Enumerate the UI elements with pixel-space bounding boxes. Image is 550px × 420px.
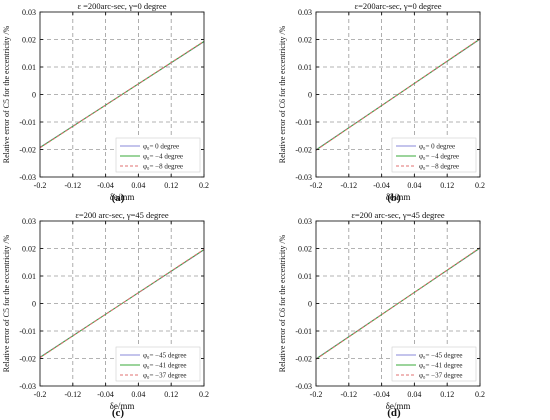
y-tick-label: -0.02: [19, 146, 36, 155]
y-tick-label: -0.03: [295, 382, 312, 391]
legend: φ₀= 0 degree φ₀= −4 degree φ₀= −8 degree: [391, 137, 477, 173]
x-tick-label: 0.04: [407, 390, 421, 399]
x-axis-label: δe/mm: [386, 401, 411, 411]
x-tick-label: -0.2: [310, 390, 323, 399]
y-tick-label: 0.03: [22, 8, 36, 17]
legend-label: φ₀= 0 degree: [143, 143, 179, 151]
legend-label: φ₀= −8 degree: [419, 163, 459, 171]
chart-title: ε=200arc-sec, γ=0 degree: [355, 1, 442, 11]
y-tick-label: -0.03: [19, 173, 36, 182]
x-tick-label: 0.12: [164, 181, 178, 190]
x-axis-label: δe/mm: [386, 192, 411, 202]
panel-b: -0.2 -0.12 -0.04 0.04 0.12 0.2 -0.03 -0.02 -0.01…: [278, 1, 485, 204]
x-tick-label: -0.12: [340, 181, 357, 190]
x-tick-label: 0.04: [131, 181, 145, 190]
y-axis-label: Relative error of C6 for the eccentricit…: [278, 25, 287, 163]
x-tick-label: -0.04: [373, 390, 390, 399]
y-tick-label: -0.03: [19, 382, 36, 391]
panel-d: -0.2 -0.12 -0.04 0.04 0.12 0.2 -0.03 -0.02 -0.01…: [278, 210, 485, 419]
x-tick-label: 0.12: [164, 390, 178, 399]
y-tick-label: -0.02: [295, 355, 312, 364]
series-line-8-degree: [315, 38, 481, 151]
x-tick-label: 0.2: [475, 390, 485, 399]
series-line-8-degree: [39, 40, 205, 149]
x-tick-label: -0.2: [34, 390, 47, 399]
y-tick-label: 0: [308, 300, 312, 309]
y-tick-label: 0.02: [22, 245, 36, 254]
chart-title: ε=200 arc-sec, γ=45 degree: [75, 210, 169, 220]
series-line-37-degree: [315, 247, 481, 360]
x-tick-label: -0.12: [64, 181, 81, 190]
y-tick-label: 0.01: [22, 63, 36, 72]
legend-label: φ₀= −45 degree: [143, 352, 187, 360]
x-tick-label: 0.2: [475, 181, 485, 190]
legend-label: φ₀= −4 degree: [419, 153, 459, 161]
y-tick-label: 0: [308, 91, 312, 100]
y-axis-label: Relative error of C5 for the eccentricit…: [2, 234, 11, 372]
y-axis-label: Relative error of C6 for the eccentricit…: [278, 234, 287, 372]
x-tick-label: -0.2: [34, 181, 47, 190]
y-tick-label: 0.01: [298, 63, 312, 72]
x-tick-label: 0.2: [199, 181, 209, 190]
chart-title: ε=200 arc-sec, γ=45 degree: [351, 210, 445, 220]
y-tick-label: 0.02: [298, 36, 312, 45]
legend-label: φ₀= 0 degree: [419, 143, 455, 151]
legend: φ₀= 0 degree φ₀= −4 degree φ₀= −8 degree: [115, 137, 201, 173]
legend-label: φ₀= −37 degree: [143, 372, 187, 380]
legend: φ₀= −45 degree φ₀= −41 degree φ₀= −37 degr…: [115, 346, 201, 382]
legend-label: φ₀= −45 degree: [419, 352, 463, 360]
x-axis-label: δe/mm: [110, 192, 135, 202]
legend-label: φ₀= −37 degree: [419, 372, 463, 380]
y-tick-label: -0.01: [19, 327, 36, 336]
x-tick-label: 0.2: [199, 390, 209, 399]
panel-c: -0.2 -0.12 -0.04 0.04 0.12 0.2 -0.03 -0.02 -0.01…: [2, 210, 209, 419]
legend-label: φ₀= −4 degree: [143, 153, 183, 161]
y-tick-label: -0.02: [295, 146, 312, 155]
y-tick-label: 0.03: [298, 8, 312, 17]
panel-caption: (d): [387, 407, 401, 419]
panel-caption: (b): [387, 192, 401, 204]
y-tick-label: 0.02: [22, 36, 36, 45]
x-tick-label: -0.2: [310, 181, 323, 190]
legend-label: φ₀= −41 degree: [143, 362, 187, 370]
y-tick-label: 0.03: [22, 217, 36, 226]
y-tick-label: 0.02: [298, 245, 312, 254]
y-tick-label: 0.01: [22, 272, 36, 281]
panel-caption: (c): [112, 407, 125, 419]
y-tick-label: 0: [32, 300, 36, 309]
x-tick-label: -0.12: [340, 390, 357, 399]
x-tick-label: 0.12: [440, 390, 454, 399]
x-tick-label: -0.04: [97, 390, 114, 399]
x-tick-label: 0.12: [440, 181, 454, 190]
y-tick-label: -0.01: [295, 327, 312, 336]
x-tick-label: -0.04: [373, 181, 390, 190]
y-tick-label: -0.02: [19, 355, 36, 364]
x-tick-label: 0.04: [131, 390, 145, 399]
y-tick-label: -0.03: [295, 173, 312, 182]
chart-title: ε =200arc-sec, γ=0 degree: [77, 1, 166, 11]
y-axis-label: Relative error of C5 for the eccentricit…: [2, 25, 11, 163]
y-tick-label: 0: [32, 91, 36, 100]
y-tick-label: -0.01: [19, 118, 36, 127]
panel-caption: (a): [112, 192, 125, 204]
panel-a: -0.2 -0.12 -0.04 0.04 0.12 0.2 -0.03 -0.02 -0.01…: [2, 1, 209, 204]
legend-label: φ₀= −8 degree: [143, 163, 183, 171]
y-tick-label: 0.01: [298, 272, 312, 281]
legend: φ₀= −45 degree φ₀= −41 degree φ₀= −37 degr…: [391, 346, 477, 382]
y-tick-label: -0.01: [295, 118, 312, 127]
x-tick-label: -0.04: [97, 181, 114, 190]
legend-label: φ₀= −41 degree: [419, 362, 463, 370]
x-axis-label: δe/mm: [110, 401, 135, 411]
x-tick-label: -0.12: [64, 390, 81, 399]
x-tick-label: 0.04: [407, 181, 421, 190]
y-tick-label: 0.03: [298, 217, 312, 226]
series-line-37-degree: [39, 248, 205, 359]
